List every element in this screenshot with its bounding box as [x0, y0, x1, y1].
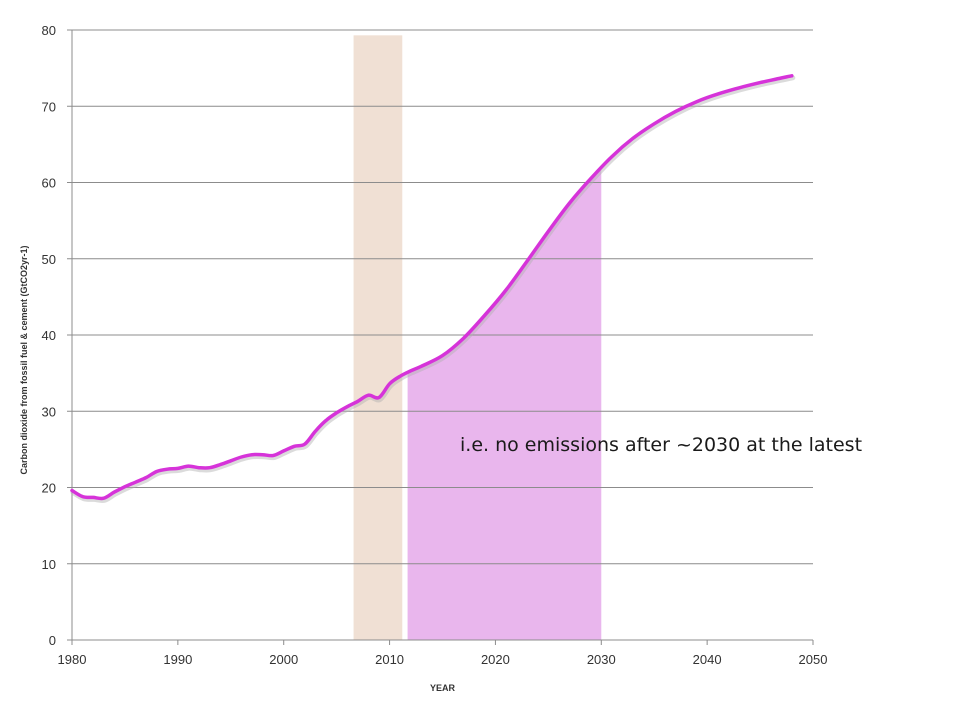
- axes: [67, 29, 814, 645]
- y-tick-label: 70: [42, 99, 56, 114]
- y-tick-label: 50: [42, 252, 56, 267]
- y-tick-label: 60: [42, 176, 56, 191]
- x-tick-label: 2000: [269, 652, 298, 667]
- x-tick-label: 2050: [799, 652, 828, 667]
- annotation-text: i.e. no emissions after ~2030 at the lat…: [460, 434, 862, 456]
- highlight-band-1: [353, 35, 403, 640]
- highlight-layer: [353, 35, 602, 640]
- series-layer: [70, 74, 796, 503]
- series-line-shadow: [70, 75, 796, 503]
- y-tick-label: 30: [42, 404, 56, 419]
- series-line: [70, 74, 794, 501]
- y-tick-label: 0: [49, 633, 56, 648]
- y-axis-title: Carbon dioxide from fossil fuel & cement…: [19, 245, 29, 474]
- highlight-area-2: [407, 167, 602, 640]
- x-tick-label: 2030: [587, 652, 616, 667]
- x-tick-label: 2040: [693, 652, 722, 667]
- x-tick-label: 2010: [375, 652, 404, 667]
- y-tick-label: 80: [42, 23, 56, 38]
- gridlines: [72, 29, 813, 565]
- x-tick-label: 1980: [58, 652, 87, 667]
- x-tick-label: 2020: [481, 652, 510, 667]
- y-tick-label: 10: [42, 557, 56, 572]
- y-tick-label: 40: [42, 328, 56, 343]
- x-axis-title: YEAR: [430, 683, 456, 693]
- x-tick-label: 1990: [163, 652, 192, 667]
- y-tick-label: 20: [42, 481, 56, 496]
